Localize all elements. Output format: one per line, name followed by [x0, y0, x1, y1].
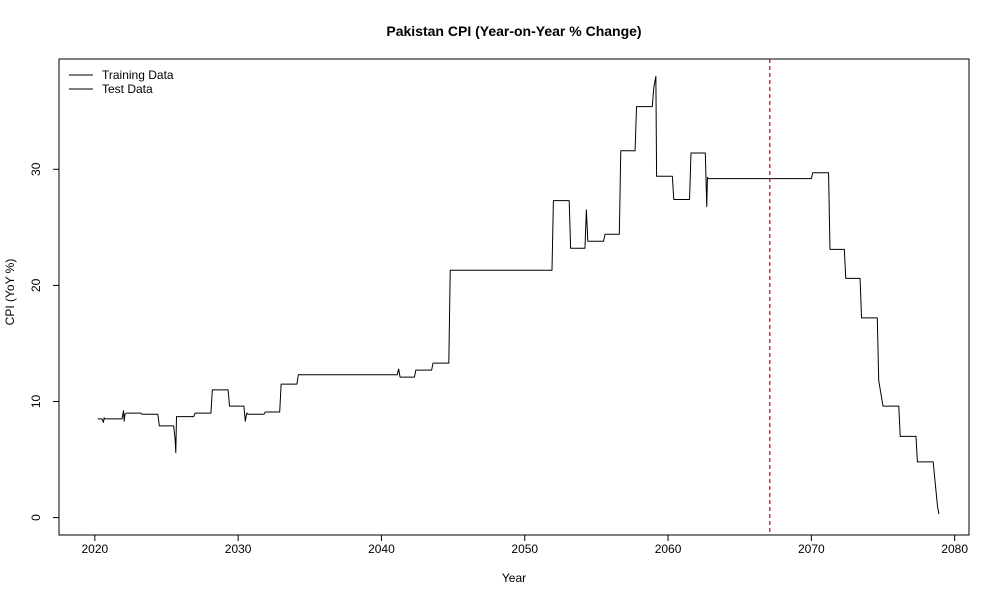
- x-tick-label: 2070: [798, 542, 825, 556]
- chart-title: Pakistan CPI (Year-on-Year % Change): [386, 23, 641, 39]
- test-data-line: [769, 172, 940, 515]
- x-tick-label: 2040: [368, 542, 395, 556]
- y-axis: 0 10 20 30: [29, 162, 59, 521]
- legend-label-training: Training Data: [102, 68, 174, 82]
- x-tick-label: 2060: [655, 542, 682, 556]
- training-data-line: [97, 75, 770, 454]
- x-tick-label: 2080: [941, 542, 968, 556]
- y-axis-label: CPI (YoY %): [3, 259, 17, 326]
- y-tick-label: 20: [29, 278, 43, 292]
- y-tick-label: 10: [29, 394, 43, 408]
- series-layer: [97, 75, 940, 515]
- x-tick-label: 2050: [511, 542, 538, 556]
- legend: Training Data Test Data: [69, 68, 174, 96]
- y-tick-label: 0: [29, 514, 43, 521]
- legend-label-test: Test Data: [102, 82, 153, 96]
- x-axis-label: Year: [502, 571, 526, 585]
- x-tick-label: 2030: [225, 542, 252, 556]
- x-axis: 2020 2030 2040 2050 2060 2070 2080: [81, 535, 968, 556]
- y-tick-label: 30: [29, 162, 43, 176]
- plot-frame: [58, 58, 970, 536]
- x-tick-label: 2020: [81, 542, 108, 556]
